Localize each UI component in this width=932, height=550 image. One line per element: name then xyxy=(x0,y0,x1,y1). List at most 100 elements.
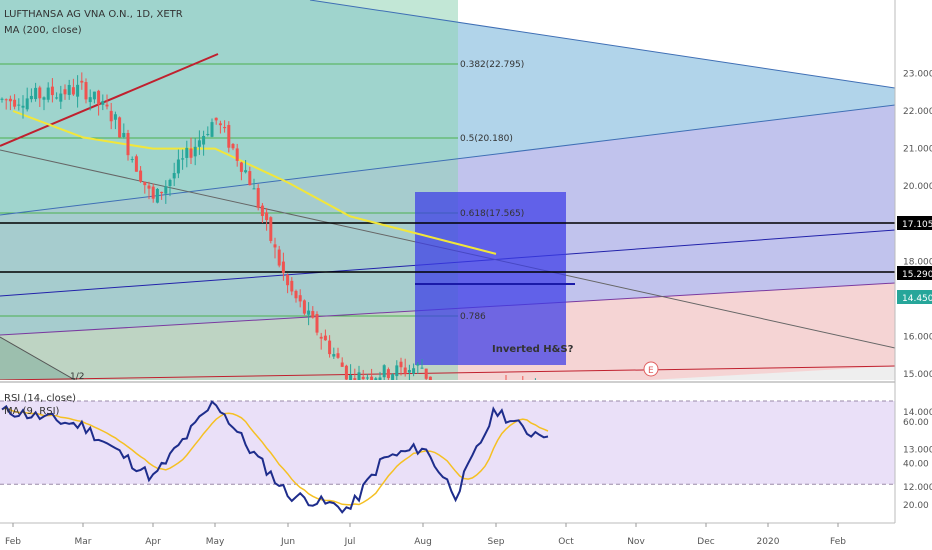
candle-body xyxy=(34,87,38,100)
candle-body xyxy=(181,158,185,160)
time-tick-label: Feb xyxy=(830,537,846,547)
candle-body xyxy=(80,80,84,83)
price-tick-label: 21.000 xyxy=(903,145,932,155)
candle-body xyxy=(344,365,348,380)
time-tick-label: 2020 xyxy=(757,537,780,547)
price-tick-label: 18.000 xyxy=(903,257,932,267)
time-axis[interactable]: Feb Mar Apr May Jun Jul Aug Sep Oct Nov Dec 2020 Feb xyxy=(5,523,846,547)
candle-body xyxy=(361,376,365,380)
rsi-tick-label: 40.00 xyxy=(903,459,929,469)
candle-body xyxy=(323,335,327,341)
candle-body xyxy=(273,244,277,248)
candle-body xyxy=(412,368,416,374)
candle-body xyxy=(4,99,8,101)
pattern-box xyxy=(415,192,566,365)
earnings-icon[interactable] xyxy=(643,361,659,377)
candle-body xyxy=(260,205,264,216)
rsi-band xyxy=(0,401,895,485)
candles xyxy=(0,72,536,380)
price-tick-label: 23.000 xyxy=(903,69,932,79)
candle-body xyxy=(109,110,113,122)
rising-trendline xyxy=(0,53,219,147)
price-tick-label: 15.000 xyxy=(903,370,932,380)
candle-body xyxy=(349,375,353,380)
time-tick-label: Jun xyxy=(280,537,295,547)
candle-body xyxy=(84,82,88,100)
fib-region xyxy=(0,0,458,380)
candle-body xyxy=(227,125,231,148)
candle-body xyxy=(424,368,428,379)
candle-body xyxy=(218,123,222,126)
candle-body xyxy=(374,378,378,380)
candle-body xyxy=(395,365,399,377)
candle-body xyxy=(353,378,357,380)
candle-body xyxy=(50,86,54,96)
earnings-marker-label: E xyxy=(648,366,654,376)
time-tick-label: Sep xyxy=(488,537,505,547)
fib-618-label: 0.618(17.565) xyxy=(460,209,524,219)
candle-body xyxy=(164,186,168,194)
candle-body xyxy=(239,162,243,172)
price-tick-label: 20.000 xyxy=(903,182,932,192)
candle-body xyxy=(340,362,344,367)
candle-body xyxy=(298,295,302,302)
candle-body xyxy=(71,87,75,95)
candle-body xyxy=(25,98,29,110)
candle-body xyxy=(256,188,260,208)
pattern-label: Inverted H&S? xyxy=(492,344,574,355)
candle-body xyxy=(244,170,248,173)
candle-body xyxy=(168,179,172,187)
candle-body xyxy=(315,314,319,333)
candle-body xyxy=(403,367,407,374)
price-label-last: 14.450 xyxy=(897,290,932,304)
fib-382-label: 0.382(22.795) xyxy=(460,60,524,70)
candle-body xyxy=(105,104,109,107)
candle-body xyxy=(269,217,273,241)
candle-body xyxy=(76,84,80,97)
candle-body xyxy=(46,87,50,100)
time-tick-label: Aug xyxy=(414,537,432,547)
candle-body xyxy=(88,97,92,103)
rsi-tick-label: 60.00 xyxy=(903,418,929,428)
main-pane: 0.382(22.795) 0.5(20.180) 0.618(17.565) … xyxy=(0,0,895,382)
rsi-axis[interactable]: 60.00 40.00 20.00 xyxy=(903,418,929,511)
half-label: 1/2 xyxy=(70,372,84,382)
price-tick-label: 22.000 xyxy=(903,107,932,117)
time-tick-label: May xyxy=(206,537,225,547)
fib-5-label: 0.5(20.180) xyxy=(460,134,513,144)
candle-body xyxy=(134,156,138,172)
red-baseline xyxy=(0,365,895,380)
candle-body xyxy=(151,186,155,199)
rsi-legend: RSI (14, close) xyxy=(4,393,76,404)
candle-body xyxy=(223,126,227,129)
candle-body xyxy=(302,300,306,314)
rsi-ma-legend: MA (9, RSI) xyxy=(4,406,60,417)
ma-legend: MA (200, close) xyxy=(4,25,82,36)
candle-body xyxy=(113,114,117,120)
candle-body xyxy=(311,311,315,318)
upper-trendline xyxy=(309,0,895,89)
candle-body xyxy=(277,249,281,266)
candle-body xyxy=(294,290,298,299)
candle-body xyxy=(420,367,424,369)
candle-body xyxy=(319,336,323,339)
candle-body xyxy=(29,95,33,100)
price-tick-label: 13.000 xyxy=(903,445,932,455)
candle-body xyxy=(101,101,105,105)
candle-body xyxy=(328,340,332,355)
candle-body xyxy=(67,84,71,95)
candle-body xyxy=(155,188,159,203)
candle-body xyxy=(172,173,176,179)
price-tick-label: 16.000 xyxy=(903,333,932,343)
time-tick-label: Oct xyxy=(558,537,574,547)
candle-body xyxy=(63,89,67,95)
candle-body xyxy=(185,147,189,158)
candle-body xyxy=(357,372,361,380)
candle-body xyxy=(160,191,164,194)
candle-body xyxy=(416,364,420,366)
candle-body xyxy=(8,98,12,102)
candle-body xyxy=(428,376,432,380)
candle-body xyxy=(370,376,374,380)
candle-body xyxy=(202,135,206,145)
